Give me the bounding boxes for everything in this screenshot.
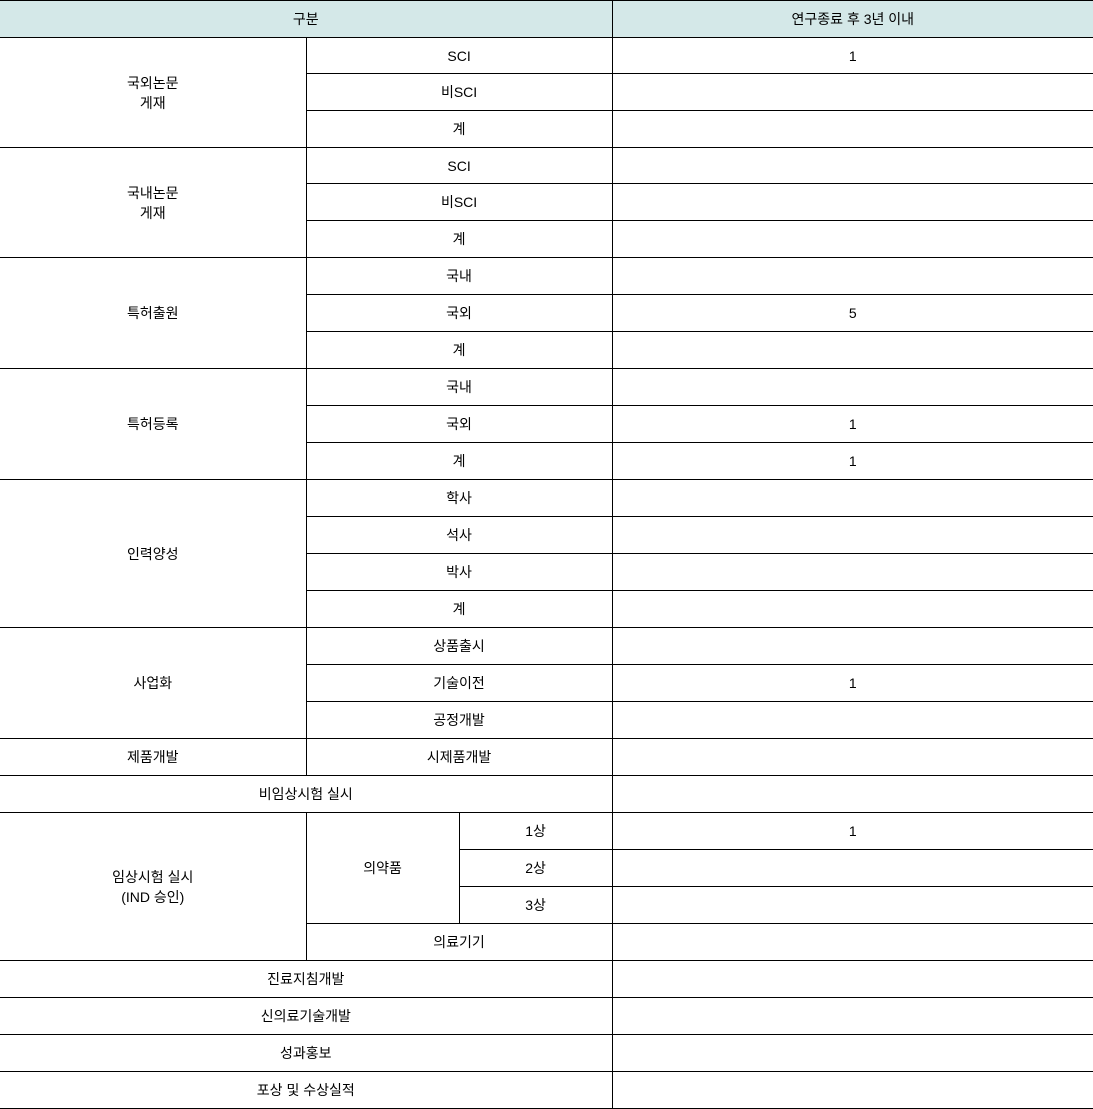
sub-label: 박사 <box>306 554 612 591</box>
cell-value <box>612 850 1093 887</box>
table-row: 진료지침개발 <box>0 961 1093 998</box>
cell-value: 5 <box>612 295 1093 332</box>
table-row: 임상시험 실시 (IND 승인) 의약품 1상 1 <box>0 813 1093 850</box>
table-row: 국외논문 게재 SCI 1 <box>0 38 1093 74</box>
sub-sub-label: 1상 <box>459 813 612 850</box>
table-row: 특허출원 국내 <box>0 258 1093 295</box>
section-label-text: 국외논문 게재 <box>127 75 179 111</box>
table-header-row: 구분 연구종료 후 3년 이내 <box>0 1 1093 38</box>
cell-value <box>612 961 1093 998</box>
cell-value <box>612 887 1093 924</box>
section-label: 비임상시험 실시 <box>0 776 612 813</box>
sub-label: 의료기기 <box>306 924 612 961</box>
sub-label: 비SCI <box>306 74 612 111</box>
cell-value <box>612 221 1093 258</box>
sub-label: 상품출시 <box>306 628 612 665</box>
cell-value: 1 <box>612 443 1093 480</box>
sub-label: 국내 <box>306 369 612 406</box>
sub-label: 계 <box>306 443 612 480</box>
cell-value <box>612 739 1093 776</box>
cell-value <box>612 258 1093 295</box>
section-label: 특허등록 <box>0 369 306 480</box>
sub-label: SCI <box>306 38 612 74</box>
cell-value: 1 <box>612 38 1093 74</box>
section-label: 포상 및 수상실적 <box>0 1072 612 1109</box>
cell-value <box>612 628 1093 665</box>
table-row: 제품개발 시제품개발 <box>0 739 1093 776</box>
sub-label: 계 <box>306 591 612 628</box>
cell-value <box>612 776 1093 813</box>
cell-value: 1 <box>612 665 1093 702</box>
section-label: 인력양성 <box>0 480 306 628</box>
section-label: 임상시험 실시 (IND 승인) <box>0 813 306 961</box>
table-row: 성과홍보 <box>0 1035 1093 1072</box>
section-label: 진료지침개발 <box>0 961 612 998</box>
section-label: 신의료기술개발 <box>0 998 612 1035</box>
table-row: 사업화 상품출시 <box>0 628 1093 665</box>
section-label: 성과홍보 <box>0 1035 612 1072</box>
sub-label: 의약품 <box>306 813 459 924</box>
sub-label: 학사 <box>306 480 612 517</box>
table-row: 신의료기술개발 <box>0 998 1093 1035</box>
table-row: 인력양성 학사 <box>0 480 1093 517</box>
sub-label: 공정개발 <box>306 702 612 739</box>
cell-value <box>612 74 1093 111</box>
cell-value <box>612 998 1093 1035</box>
table-row: 포상 및 수상실적 <box>0 1072 1093 1109</box>
section-label: 국외논문 게재 <box>0 38 306 148</box>
table-row: 비임상시험 실시 <box>0 776 1093 813</box>
sub-label: 국내 <box>306 258 612 295</box>
cell-value <box>612 702 1093 739</box>
header-category: 구분 <box>0 1 612 38</box>
sub-label: 계 <box>306 221 612 258</box>
cell-value: 1 <box>612 406 1093 443</box>
cell-value: 1 <box>612 813 1093 850</box>
sub-sub-label: 3상 <box>459 887 612 924</box>
results-table: 구분 연구종료 후 3년 이내 국외논문 게재 SCI 1 비SCI 계 국내논… <box>0 0 1093 1109</box>
cell-value <box>612 184 1093 221</box>
sub-label: 국외 <box>306 295 612 332</box>
sub-label: 시제품개발 <box>306 739 612 776</box>
sub-label: 비SCI <box>306 184 612 221</box>
section-label: 특허출원 <box>0 258 306 369</box>
sub-label: 계 <box>306 111 612 148</box>
sub-label: 계 <box>306 332 612 369</box>
section-label: 사업화 <box>0 628 306 739</box>
cell-value <box>612 1035 1093 1072</box>
cell-value <box>612 924 1093 961</box>
sub-label: 기술이전 <box>306 665 612 702</box>
sub-label: 국외 <box>306 406 612 443</box>
section-label-text: 임상시험 실시 (IND 승인) <box>112 869 193 905</box>
cell-value <box>612 480 1093 517</box>
table-row: 특허등록 국내 <box>0 369 1093 406</box>
cell-value <box>612 369 1093 406</box>
sub-sub-label: 2상 <box>459 850 612 887</box>
cell-value <box>612 148 1093 184</box>
cell-value <box>612 332 1093 369</box>
section-label-text: 국내논문 게재 <box>127 185 179 221</box>
sub-label: SCI <box>306 148 612 184</box>
cell-value <box>612 1072 1093 1109</box>
section-label: 제품개발 <box>0 739 306 776</box>
cell-value <box>612 591 1093 628</box>
cell-value <box>612 517 1093 554</box>
cell-value <box>612 554 1093 591</box>
sub-label: 석사 <box>306 517 612 554</box>
header-value: 연구종료 후 3년 이내 <box>612 1 1093 38</box>
cell-value <box>612 111 1093 148</box>
table-row: 국내논문 게재 SCI <box>0 148 1093 184</box>
section-label: 국내논문 게재 <box>0 148 306 258</box>
